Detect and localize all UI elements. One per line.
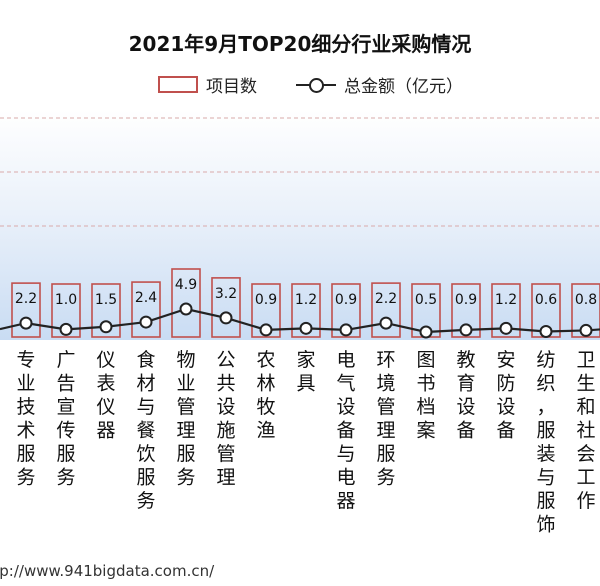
category-label-13: 纺织，服装与服饰 xyxy=(536,349,555,536)
bar-11 xyxy=(451,283,481,338)
data-label-13: 0.6 xyxy=(535,292,557,308)
data-label-12: 1.2 xyxy=(495,292,517,308)
bar-5 xyxy=(211,277,241,338)
category-label-12: 安防设备 xyxy=(496,349,515,442)
data-label-10: 0.5 xyxy=(415,292,437,308)
data-label-3: 2.4 xyxy=(135,290,157,306)
line-point-5 xyxy=(219,311,233,325)
category-label-3: 食材与餐饮服务 xyxy=(136,349,155,512)
plot-background xyxy=(0,110,600,340)
bar-swatch-icon xyxy=(158,76,198,93)
line-point-1 xyxy=(59,322,73,336)
category-label-14: 卫生和社会工作 xyxy=(576,349,595,512)
line-series xyxy=(0,302,600,339)
bar-series xyxy=(11,268,600,338)
line-point-12 xyxy=(499,321,513,335)
line-point-7 xyxy=(299,321,313,335)
category-label-4: 物业管理服务 xyxy=(176,349,195,489)
data-label-2: 1.5 xyxy=(95,292,117,308)
data-label-9: 2.2 xyxy=(375,291,397,307)
data-label-6: 0.9 xyxy=(255,292,277,308)
chart-title: 2021年9月TOP20细分行业采购情况 xyxy=(128,32,472,56)
category-label-7: 家具 xyxy=(296,349,315,395)
bar-2 xyxy=(91,283,121,338)
line-point-0 xyxy=(19,316,33,330)
data-label-11: 0.9 xyxy=(455,292,477,308)
line-point-11 xyxy=(459,323,473,337)
source-url: http://www.941bigdata.com.cn/ xyxy=(0,562,215,580)
data-label-7: 1.2 xyxy=(295,292,317,308)
category-label-10: 图书档案 xyxy=(416,349,435,442)
legend-label-line: 总金额（亿元） xyxy=(344,77,463,97)
bar-14 xyxy=(571,283,600,338)
category-label-6: 农林牧渔 xyxy=(256,349,275,442)
category-label-0: 专业技术服务 xyxy=(16,349,35,489)
category-label-5: 公共设施管理 xyxy=(216,349,235,489)
data-label-8: 0.9 xyxy=(335,292,357,308)
line-point-6 xyxy=(259,323,273,337)
bar-6 xyxy=(251,283,281,338)
legend-label-bars: 项目数 xyxy=(206,77,257,97)
bar-0 xyxy=(11,282,41,338)
legend-item-line: 总金额（亿元） xyxy=(296,72,463,97)
category-label-11: 教育设备 xyxy=(456,349,475,442)
category-label-9: 环境管理服务 xyxy=(376,349,395,489)
data-label-1: 1.0 xyxy=(55,292,77,308)
line-point-10 xyxy=(419,325,433,339)
data-label-4: 4.9 xyxy=(175,277,197,293)
bar-3 xyxy=(131,281,161,338)
line-point-9 xyxy=(379,316,393,330)
line-point-4 xyxy=(179,302,193,316)
category-label-2: 仪表仪器 xyxy=(96,349,115,442)
data-label-0: 2.2 xyxy=(15,291,37,307)
legend-item-bars: 项目数 xyxy=(158,72,257,97)
grid-lines xyxy=(0,117,600,227)
legend: 项目数 总金额（亿元） xyxy=(0,72,600,98)
category-label-1: 广告宣传服务 xyxy=(56,349,75,489)
bar-9 xyxy=(371,282,401,338)
bar-1 xyxy=(51,283,81,338)
line-point-13 xyxy=(539,324,553,338)
data-labels: 2.2 1.0 1.5 2.4 4.9 3.2 0.9 1.2 0.9 2.2 0.5 0.9 1.2 0… xyxy=(15,277,597,308)
line-point-8 xyxy=(339,323,353,337)
line-point-2 xyxy=(99,320,113,334)
bar-4 xyxy=(171,268,201,338)
line-marker-swatch-icon xyxy=(296,76,336,94)
bar-8 xyxy=(331,283,361,338)
category-label-8: 电气设备与电器 xyxy=(336,349,355,512)
bar-12 xyxy=(491,283,521,338)
bar-7 xyxy=(291,283,321,338)
data-label-5: 3.2 xyxy=(215,286,237,302)
line-point-14 xyxy=(579,323,593,337)
line-point-3 xyxy=(139,315,153,329)
category-labels: 专业技术服务 广告宣传服务 仪表仪器 食材与餐饮服务 物业管理服务 公共设施管理 农林牧渔 家… xyxy=(16,349,595,536)
data-label-14: 0.8 xyxy=(575,292,597,308)
